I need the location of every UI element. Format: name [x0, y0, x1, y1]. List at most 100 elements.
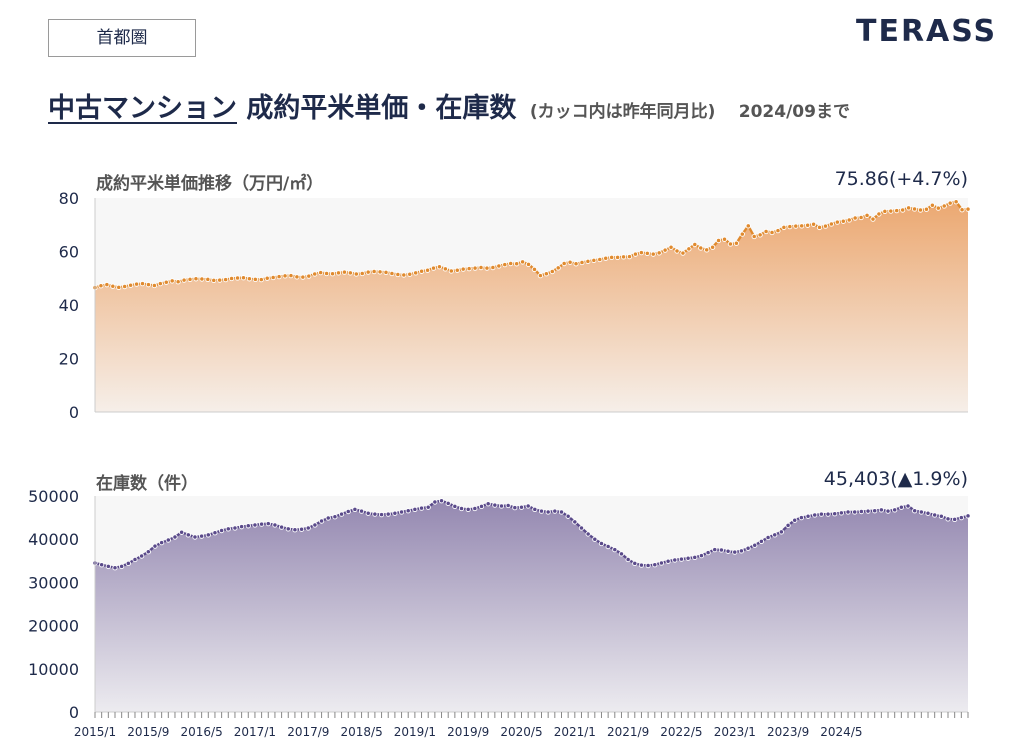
stock-point: [652, 562, 658, 568]
stock-point: [618, 551, 625, 557]
stock-point: [425, 504, 431, 510]
stock-x-tick-label: 2018/5: [340, 725, 382, 739]
price-point: [585, 258, 591, 265]
price-point: [514, 261, 520, 267]
price-latest-value: 75.86(+4.7%): [834, 168, 968, 190]
price-point: [490, 264, 496, 271]
price-point: [110, 283, 116, 289]
price-point: [739, 231, 745, 237]
stock-point: [658, 560, 665, 566]
price-point: [335, 270, 342, 276]
price-point: [145, 282, 152, 288]
stock-x-tick-label: 2019/1: [394, 725, 436, 739]
price-point: [674, 248, 680, 254]
price-chart: 0 20 40 60 80: [59, 189, 971, 422]
stock-point: [605, 543, 611, 550]
title-main: 成約平米単価・在庫数: [246, 93, 517, 124]
price-point: [436, 264, 443, 270]
stock-point: [432, 499, 438, 505]
price-point: [531, 266, 538, 273]
price-point: [900, 207, 906, 213]
stock-point: [378, 511, 385, 518]
price-point: [454, 267, 460, 273]
price-point: [175, 279, 181, 285]
stock-point: [525, 503, 531, 509]
price-point: [484, 265, 490, 271]
stock-point: [745, 545, 751, 551]
price-point: [935, 205, 941, 211]
price-point: [917, 207, 924, 213]
price-point: [122, 283, 128, 290]
price-point: [502, 261, 508, 268]
price-point: [413, 270, 419, 276]
price-point: [525, 261, 532, 267]
stock-point: [772, 532, 778, 538]
stock-point: [758, 538, 765, 545]
price-point: [721, 236, 728, 242]
price-point: [591, 257, 597, 263]
price-point: [828, 221, 835, 227]
price-point: [430, 265, 437, 271]
price-point: [715, 237, 722, 244]
price-point: [870, 216, 876, 222]
price-point: [852, 215, 858, 221]
stock-point: [872, 508, 878, 514]
price-point: [810, 221, 817, 227]
stock-point: [845, 509, 851, 515]
stock-point: [645, 562, 651, 569]
stock-x-tick-label: 2020/5: [500, 725, 542, 739]
price-point: [668, 244, 674, 250]
stock-point: [372, 511, 378, 517]
stock-point: [712, 546, 718, 553]
price-point: [799, 223, 805, 229]
stock-x-tick-label: 2016/5: [180, 725, 222, 739]
stock-x-tick-label: 2021/1: [554, 725, 596, 739]
price-point: [638, 249, 645, 256]
stock-point: [925, 510, 931, 516]
price-chart-title: 成約平米単価推移（万円/㎡）: [96, 174, 324, 194]
price-point: [211, 277, 217, 284]
stock-point: [965, 513, 971, 519]
price-point: [448, 268, 454, 274]
price-point: [573, 261, 579, 267]
stock-point: [912, 508, 918, 514]
price-point: [822, 223, 829, 229]
stock-point: [532, 506, 538, 513]
price-point: [341, 269, 348, 275]
price-point: [620, 254, 627, 260]
stock-point: [332, 514, 338, 520]
price-point: [769, 229, 775, 236]
stock-point: [492, 502, 498, 508]
stock-point: [232, 525, 238, 531]
stock-point: [138, 553, 145, 559]
price-point: [680, 250, 686, 256]
stock-point: [385, 511, 391, 517]
stock-point: [905, 503, 911, 509]
price-point: [478, 264, 484, 271]
stock-point: [932, 512, 938, 518]
page-title: 中古マンション 成約平米単価・在庫数 (カッコ内は昨年同月比) 2024/09ま…: [48, 86, 850, 125]
price-point: [496, 263, 502, 269]
stock-point: [458, 505, 465, 512]
price-point: [816, 224, 823, 231]
price-point: [894, 207, 900, 214]
stock-point: [538, 508, 545, 514]
price-point: [205, 276, 211, 282]
stock-point: [252, 522, 258, 528]
price-point: [187, 276, 193, 282]
region-label: 首都圏: [48, 19, 196, 57]
price-point: [876, 211, 882, 217]
price-y-tick-label: 40: [59, 296, 79, 315]
stock-point: [892, 507, 898, 513]
brand-logo: TERASS: [856, 14, 998, 49]
stock-point: [358, 508, 365, 514]
price-point: [294, 274, 300, 280]
stock-point: [245, 523, 251, 529]
stock-point: [272, 522, 278, 528]
price-point: [888, 208, 894, 214]
price-point: [519, 259, 526, 265]
price-point: [276, 273, 282, 280]
price-point: [929, 202, 936, 208]
stock-point: [952, 516, 958, 522]
